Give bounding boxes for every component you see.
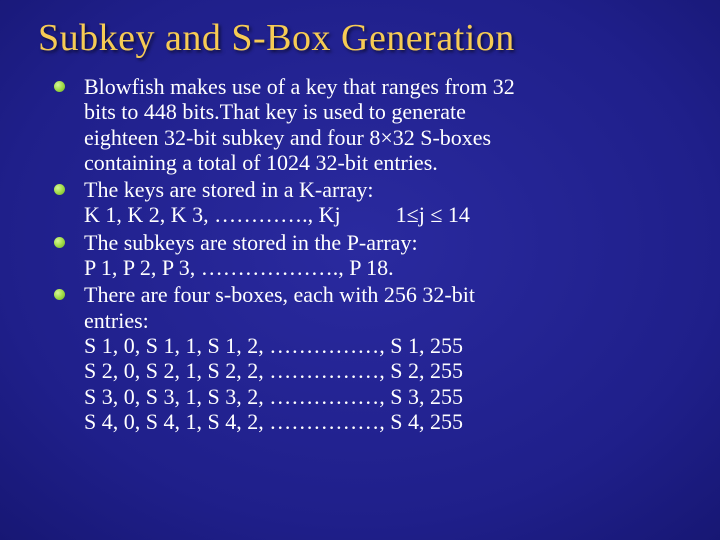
bullet-2-line-2: K 1, K 2, K 3, …………., Kj 1≤j ≤ 14 <box>84 202 698 227</box>
slide-title: Subkey and S-Box Generation <box>0 0 720 74</box>
bullet-1-line-3: eighteen 32-bit subkey and four 8×32 S-b… <box>84 125 698 150</box>
bullet-4-line-5: S 3, 0, S 3, 1, S 3, 2, ……………, S 3, 255 <box>84 384 698 409</box>
bullet-1-line-1: Blowfish makes use of a key that ranges … <box>84 74 698 99</box>
bullet-1-line-2: bits to 448 bits.That key is used to gen… <box>84 99 698 124</box>
bullet-3: The subkeys are stored in the P-array: P… <box>54 230 698 281</box>
bullet-3-line-1: The subkeys are stored in the P-array: <box>84 230 698 255</box>
bullet-4-line-3: S 1, 0, S 1, 1, S 1, 2, ……………, S 1, 255 <box>84 333 698 358</box>
bullet-2-line-1: The keys are stored in a K-array: <box>84 177 698 202</box>
bullet-4-line-4: S 2, 0, S 2, 1, S 2, 2, ……………, S 2, 255 <box>84 358 698 383</box>
slide: Subkey and S-Box Generation Blowfish mak… <box>0 0 720 540</box>
bullet-2: The keys are stored in a K-array: K 1, K… <box>54 177 698 228</box>
bullet-1-line-4: containing a total of 1024 32-bit entrie… <box>84 150 698 175</box>
bullet-4-line-1: There are four s-boxes, each with 256 32… <box>84 282 698 307</box>
bullet-1: Blowfish makes use of a key that ranges … <box>54 74 698 175</box>
slide-content: Blowfish makes use of a key that ranges … <box>0 74 720 434</box>
bullet-4-line-6: S 4, 0, S 4, 1, S 4, 2, ……………, S 4, 255 <box>84 409 698 434</box>
bullet-4: There are four s-boxes, each with 256 32… <box>54 282 698 434</box>
bullet-3-line-2: P 1, P 2, P 3, ………………., P 18. <box>84 255 698 280</box>
bullet-4-line-2: entries: <box>84 308 698 333</box>
